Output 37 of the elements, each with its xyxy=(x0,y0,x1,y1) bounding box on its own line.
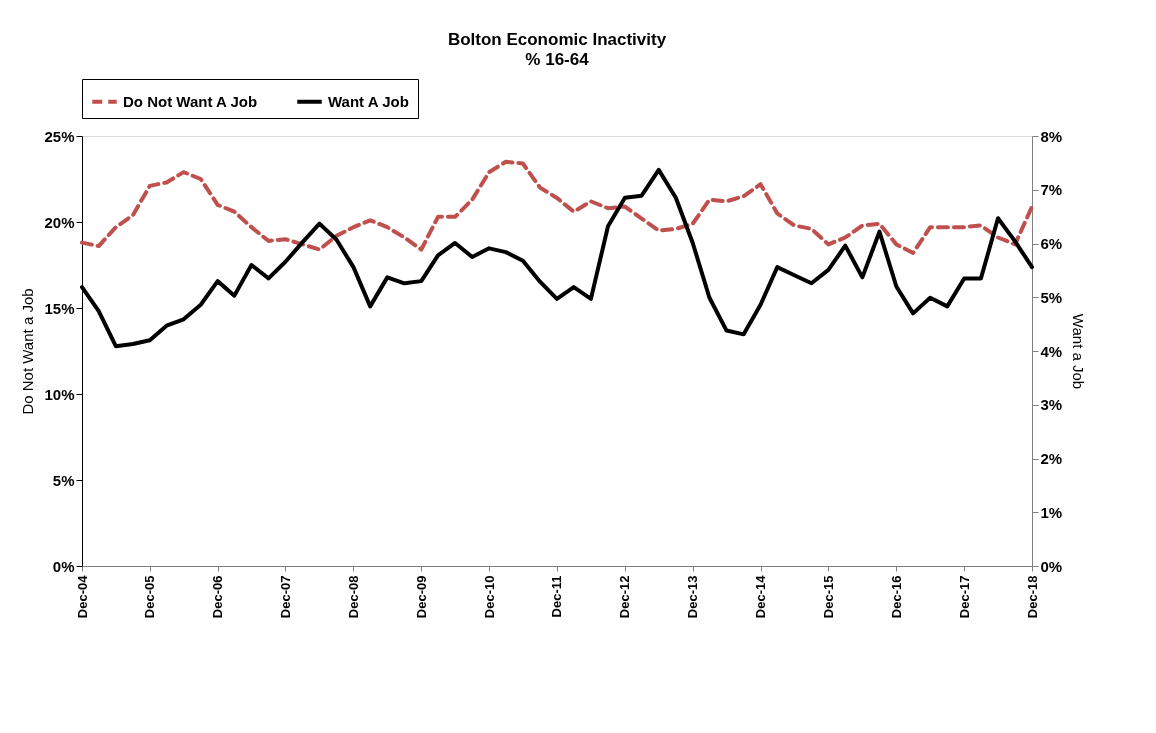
y-tick-label: 0% xyxy=(52,557,75,575)
y2-tick-label: 6% xyxy=(1040,235,1063,252)
x-tick-label: Dec-10 xyxy=(481,575,497,619)
x-tick-label: Dec-18 xyxy=(1024,575,1040,619)
y2-tick-label: 7% xyxy=(1040,181,1063,199)
y-axis-title: Do Not Want a Job xyxy=(19,288,37,415)
chart-subtitle: % 16-64 xyxy=(525,49,590,69)
y-tick-label: 20% xyxy=(44,213,75,231)
chart-title: Bolton Economic Inactivity xyxy=(447,29,667,49)
y2-tick-label: 5% xyxy=(1040,288,1063,306)
legend-label: Want A Job xyxy=(328,92,409,110)
y-tick-label: 5% xyxy=(52,471,75,489)
x-tick-label: Dec-09 xyxy=(413,575,429,619)
x-tick-label: Dec-07 xyxy=(277,575,293,619)
y2-tick-label: 4% xyxy=(1040,342,1063,360)
x-tick-label: Dec-04 xyxy=(74,574,90,619)
x-tick-label: Dec-11 xyxy=(549,575,565,618)
y-tick-label: 15% xyxy=(44,299,75,317)
legend-label: Do Not Want A Job xyxy=(123,92,258,110)
x-tick-label: Dec-05 xyxy=(142,575,158,619)
y2-tick-label: 2% xyxy=(1040,450,1063,467)
x-tick-label: Dec-12 xyxy=(617,575,633,619)
y2-tick-label: 1% xyxy=(1040,503,1063,521)
y2-tick-label: 3% xyxy=(1040,396,1063,414)
y2-axis-title: Want a Job xyxy=(1070,313,1088,390)
x-tick-label: Dec-15 xyxy=(820,575,836,619)
y2-tick-label: 8% xyxy=(1040,127,1063,145)
x-tick-label: Dec-16 xyxy=(888,575,904,619)
y-tick-label: 25% xyxy=(44,127,75,145)
x-tick-label: Dec-08 xyxy=(345,575,361,619)
x-tick-label: Dec-06 xyxy=(210,575,226,619)
x-tick-label: Dec-13 xyxy=(685,575,701,619)
line-series xyxy=(80,159,1034,255)
y-tick-label: 10% xyxy=(44,385,75,403)
y2-tick-label: 0% xyxy=(1040,557,1063,575)
x-tick-label: Dec-17 xyxy=(956,575,972,619)
x-tick-label: Dec-14 xyxy=(753,574,769,619)
